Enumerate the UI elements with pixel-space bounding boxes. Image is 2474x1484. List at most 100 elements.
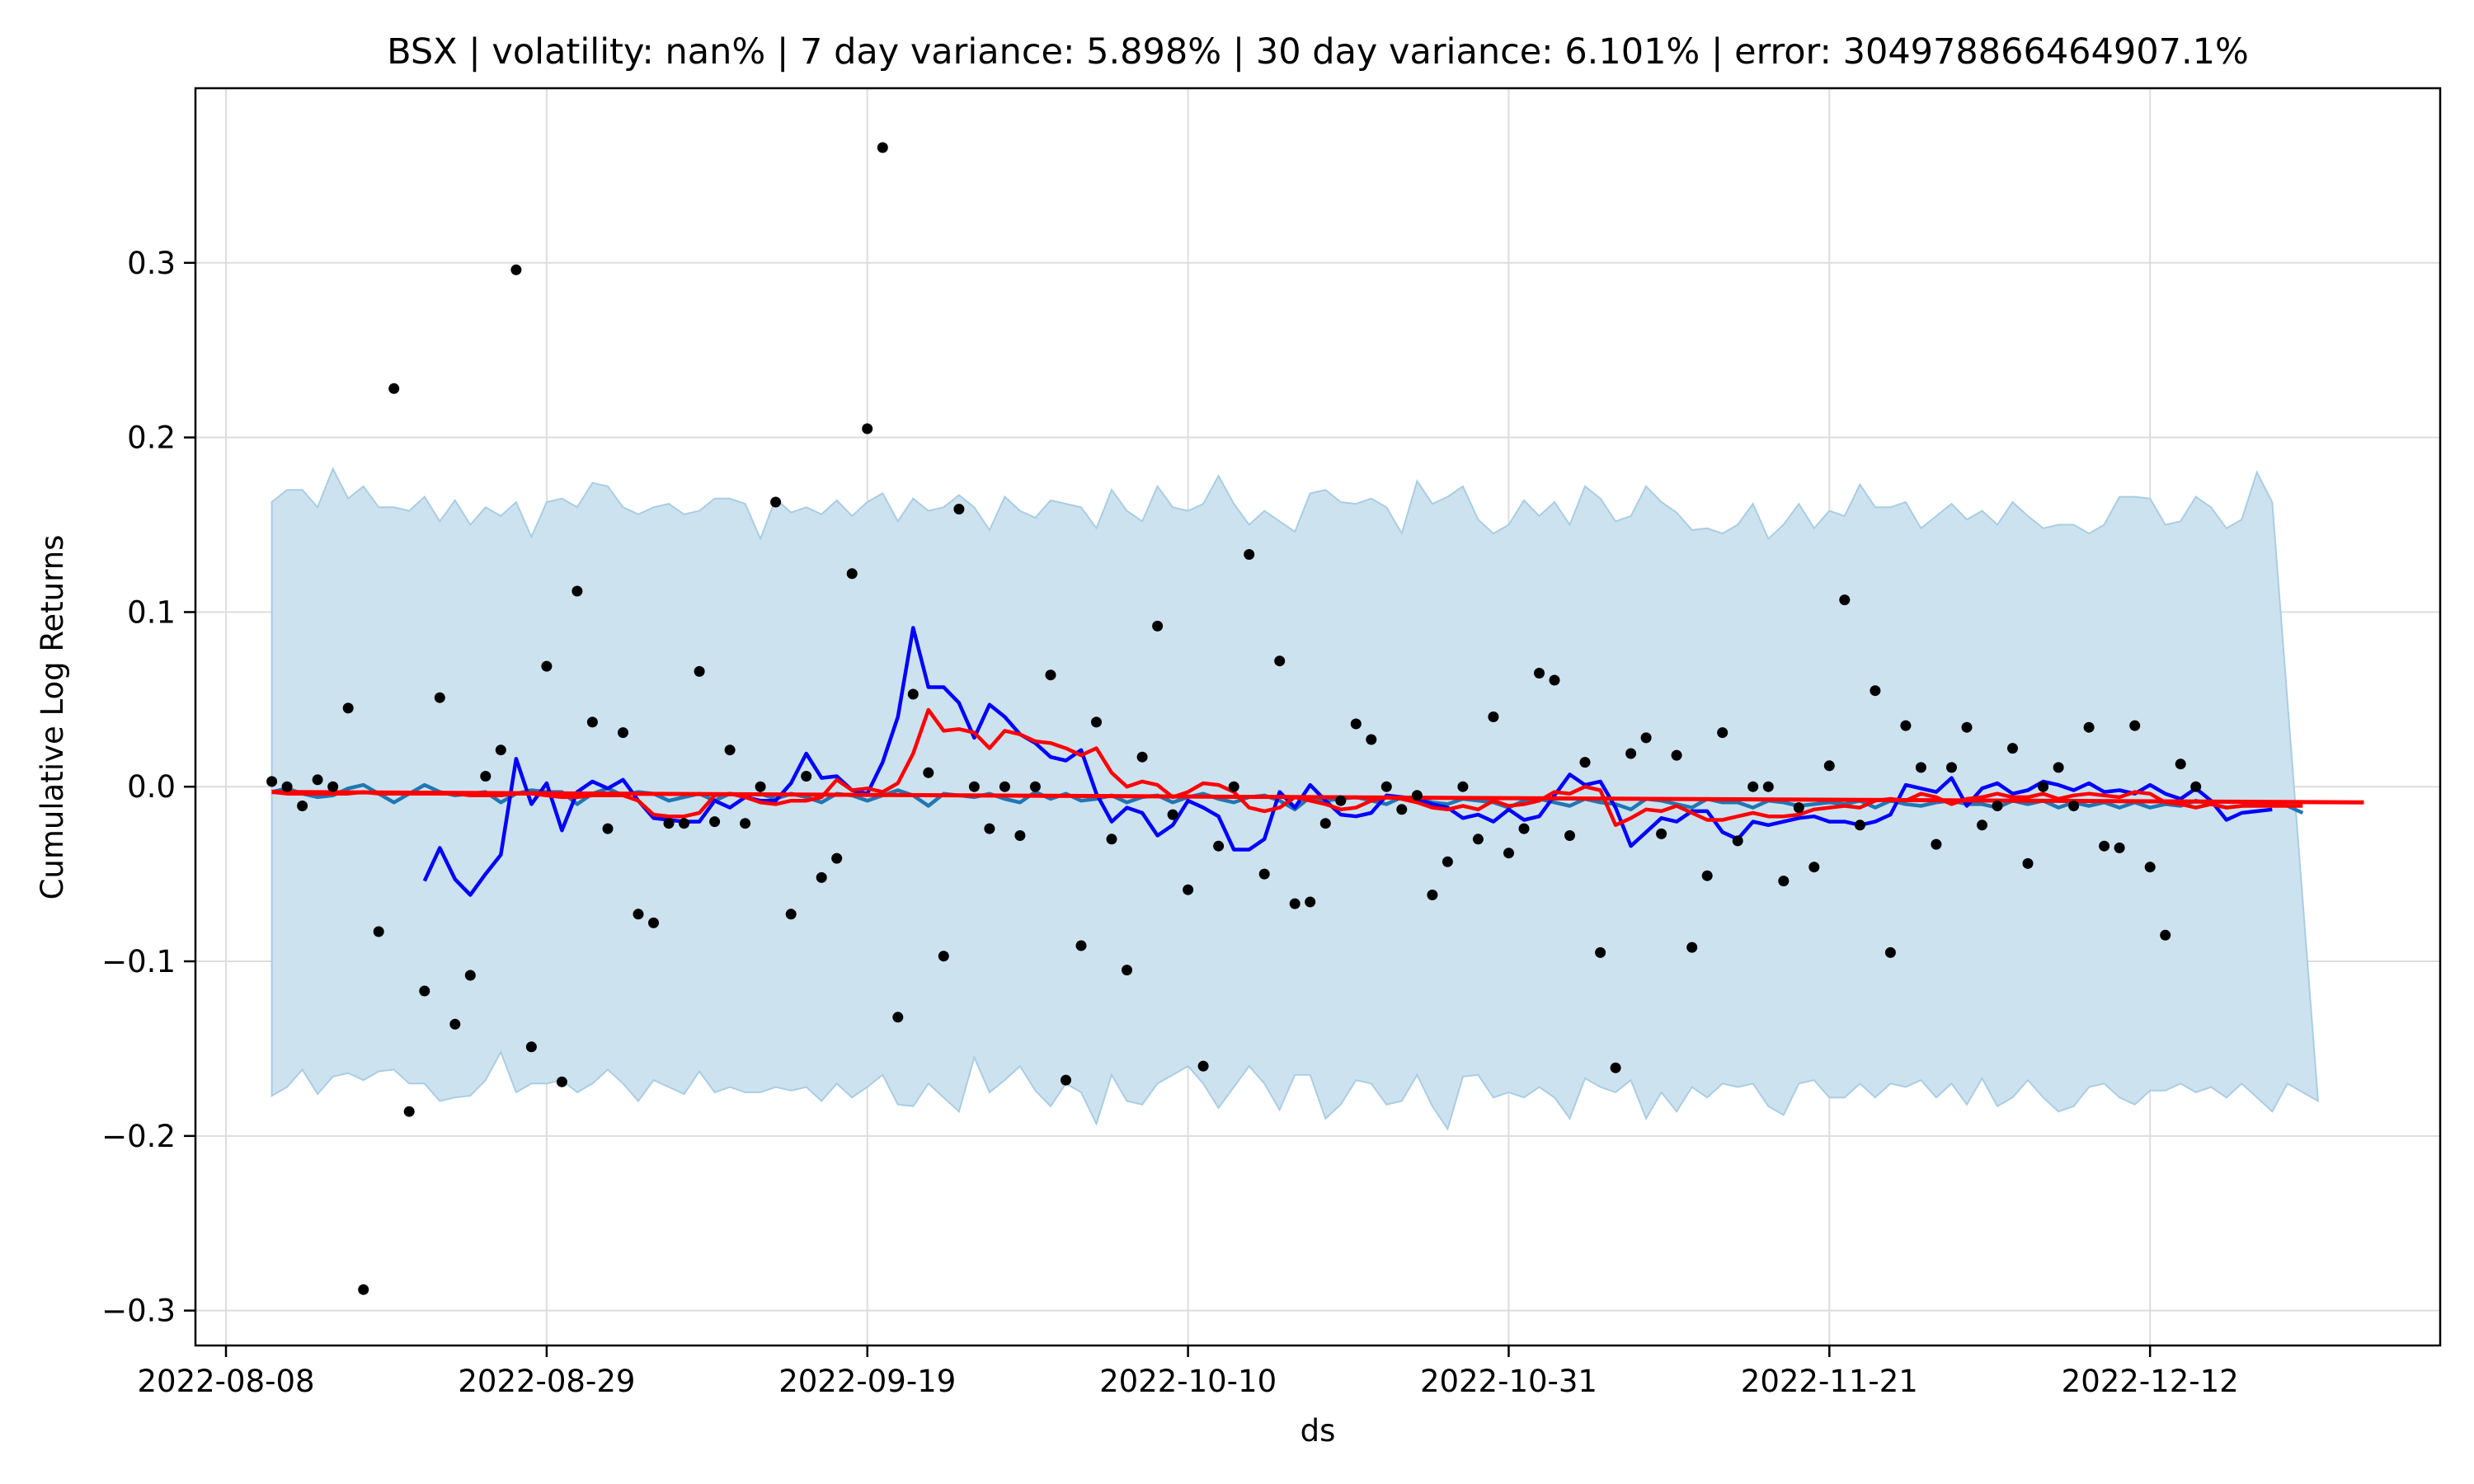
actual-point [1977,819,1987,831]
actual-point [968,781,980,792]
x-tick-label: 2022-10-31 [1420,1364,1597,1399]
actual-point [449,1018,461,1030]
actual-point [663,818,675,829]
actual-point [907,688,919,700]
actual-point [556,1076,567,1087]
y-tick-label: 0.1 [127,594,176,630]
actual-point [373,926,384,937]
actual-point [1701,870,1713,881]
actual-point [419,985,430,997]
actual-point [403,1106,415,1117]
actual-point [2144,862,2156,873]
actual-point [1870,685,1881,697]
actual-point [2175,758,2186,770]
actual-point [1289,898,1300,909]
actual-point [525,1041,537,1053]
actual-point [1625,748,1637,759]
actual-point [1503,848,1514,859]
actual-point [1946,762,1957,773]
actual-point [1610,1062,1621,1073]
actual-point [1640,732,1652,744]
actual-point [1244,549,1255,560]
actual-point [1350,718,1362,730]
actual-point [1183,884,1194,895]
actual-point [770,496,782,508]
actual-point [1029,781,1041,792]
actual-point [1915,762,1926,773]
actual-point [2007,743,2018,754]
actual-point [846,568,858,580]
actual-point [297,801,308,811]
actual-point [1258,868,1270,880]
actual-point [1014,830,1026,841]
actual-point [266,776,278,787]
actual-point [1656,828,1667,839]
actual-point [633,909,644,920]
actual-point [1747,781,1759,792]
actual-point [2022,857,2034,869]
actual-point [2129,720,2141,731]
actual-point [2114,842,2125,853]
plot-area [195,88,2440,1345]
y-tick-label: −0.1 [101,944,176,979]
actual-point [2038,781,2049,792]
chart-title: BSX | volatility: nan% | 7 day variance:… [387,31,2249,73]
actual-point [434,692,445,703]
actual-point [1305,896,1316,908]
actual-point [571,585,583,597]
actual-point [1671,749,1682,761]
actual-point [785,909,797,920]
actual-point [495,744,506,756]
actual-point [388,383,400,394]
actual-point [358,1284,369,1295]
actual-point [1961,721,1973,733]
actual-point [342,702,354,714]
trend-line [271,790,2364,805]
y-axis: 0.3 0.2 0.1 0.0 −0.1 −0.2 −0.3 [101,246,195,1329]
actual-point [801,771,812,782]
actual-point [1488,711,1499,722]
actual-point [1061,1074,1071,1086]
actual-point [1564,830,1575,841]
actual-point [1457,781,1469,792]
actual-point [755,781,766,792]
actual-point [1075,940,1087,951]
actual-point [938,951,949,962]
actual-point [586,716,598,728]
actual-point [1518,823,1530,834]
actual-point [953,504,965,514]
x-tick-label: 2022-11-21 [1741,1364,1918,1399]
actual-point [709,816,721,828]
y-tick-label: −0.2 [101,1119,176,1154]
actual-point [892,1012,904,1023]
actual-point [2099,840,2110,852]
actual-point [2190,781,2202,792]
actual-point [1778,876,1790,887]
actual-point [1762,781,1774,792]
actual-point [831,852,843,864]
y-tick-label: 0.2 [127,420,176,456]
actual-point [1839,594,1851,606]
actual-point [877,142,888,153]
actual-point [648,917,659,928]
actual-point [1686,942,1698,953]
actual-point [1335,795,1347,806]
x-tick-label: 2022-08-08 [138,1364,315,1399]
actual-point [1427,890,1438,900]
actual-point [1045,669,1056,681]
actual-point [1472,834,1484,845]
plot-frame [194,87,2442,1347]
actual-point [1884,946,1896,958]
actual-point [480,771,492,782]
actual-point [1854,819,1865,831]
actual-point [1167,809,1178,820]
actual-point [1380,781,1392,792]
actual-point [1366,734,1377,745]
actual-point [816,871,827,883]
y-tick-label: 0.0 [127,769,176,805]
actual-point [740,818,751,829]
actual-point [1732,835,1743,847]
actual-point [1823,760,1835,772]
actual-point [327,781,339,792]
